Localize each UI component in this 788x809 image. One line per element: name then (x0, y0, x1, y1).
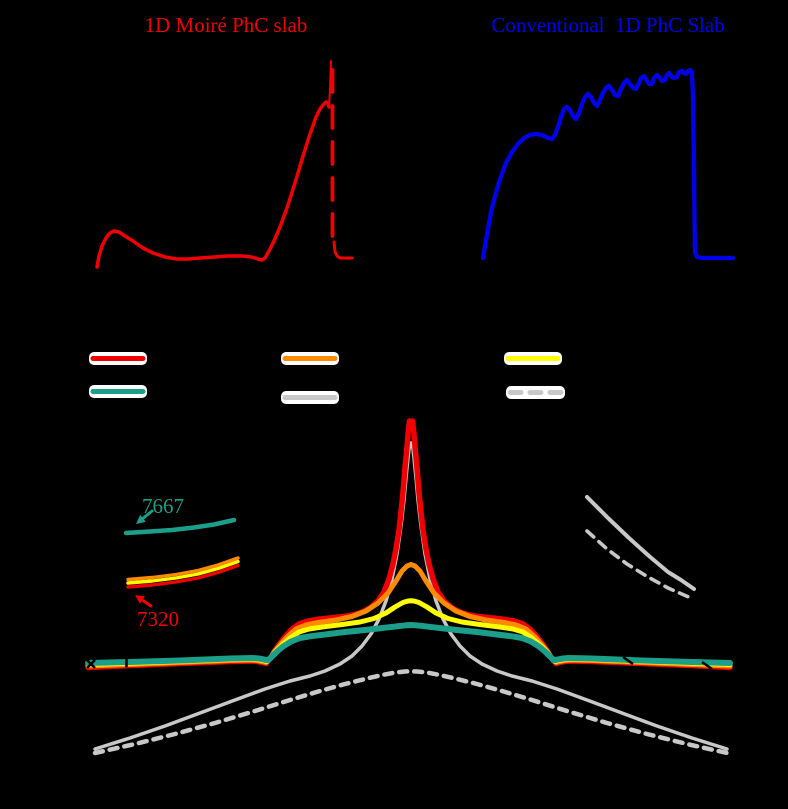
panel-bottom (85, 418, 733, 756)
data-mark-x (86, 659, 96, 669)
series-moire-resonance-spike (328, 60, 332, 108)
data-mark-diag (701, 660, 713, 671)
series-red-inset-detail (126, 563, 240, 589)
series-gray-solid-inset-detail (585, 495, 696, 591)
series-gray-solid-narrow-peak (93, 441, 729, 751)
series-teal-peak (85, 622, 733, 666)
annotation-arrowhead (135, 595, 145, 604)
annotation-arrow-line (141, 509, 154, 520)
data-mark-diag (622, 655, 634, 666)
series-gray-dashed-inset-detail (585, 529, 693, 600)
series-conventional-spectrum (480, 67, 736, 261)
panel-top-left (95, 60, 354, 269)
q-factor-annotation-teal: 7667 (142, 494, 184, 518)
series-gray-dashed-broad-peak (92, 669, 730, 756)
q-factor-annotation-red: 7320 (137, 607, 179, 631)
series-teal-inset-detail (123, 517, 237, 536)
series-yellow-peak (85, 598, 733, 667)
series-moire-tail (332, 240, 354, 260)
panel-title-moire: 1D Moiré PhC slab (144, 13, 308, 37)
panel-title-conventional: Conventional 1D PhC Slab (491, 13, 725, 37)
series-orange-inset-detail (126, 556, 240, 582)
annotation-arrow-line (140, 598, 153, 608)
series-moire-spectrum (95, 100, 331, 269)
annotation-arrowhead (136, 514, 146, 524)
series-yellow-inset-detail (126, 559, 240, 585)
panel-top-right (480, 67, 736, 261)
legend (89, 352, 565, 404)
